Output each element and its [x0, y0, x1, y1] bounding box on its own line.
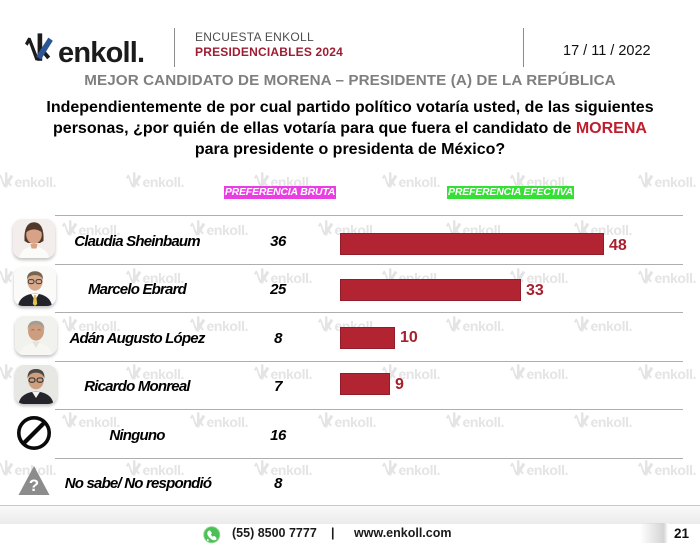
svg-text:?: ? — [29, 476, 39, 495]
